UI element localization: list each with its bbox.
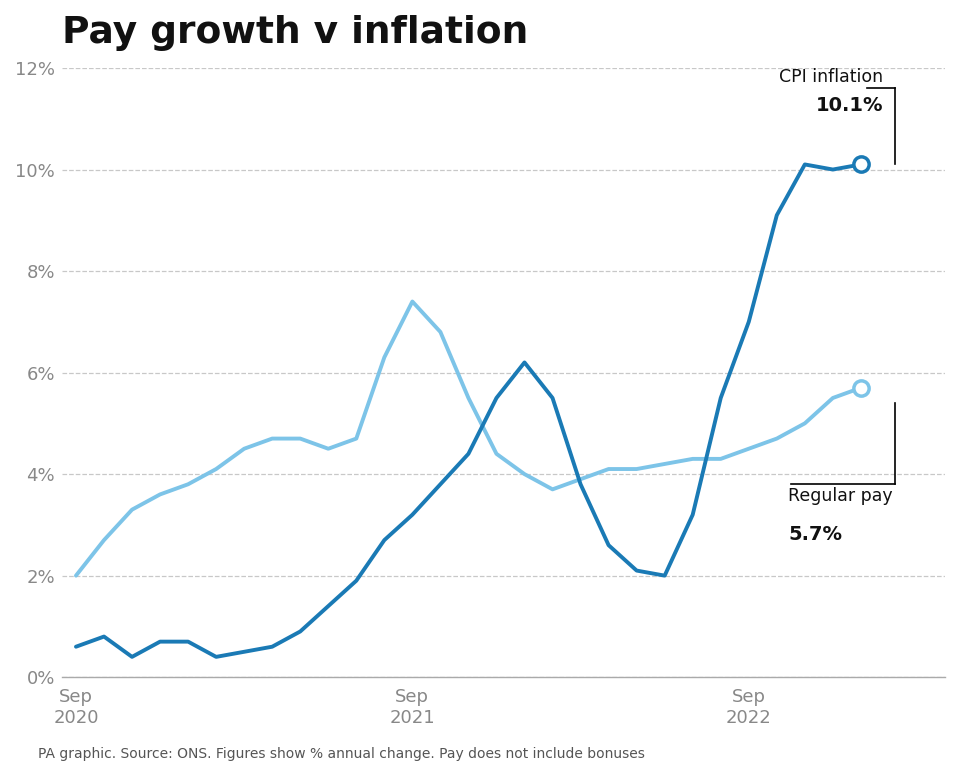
Text: Pay growth v inflation: Pay growth v inflation [62,15,528,51]
Text: 5.7%: 5.7% [788,525,842,544]
Text: CPI inflation: CPI inflation [780,68,883,86]
Text: 10.1%: 10.1% [816,96,883,115]
Text: Regular pay: Regular pay [788,487,893,505]
Text: PA graphic. Source: ONS. Figures show % annual change. Pay does not include bonu: PA graphic. Source: ONS. Figures show % … [38,747,645,761]
